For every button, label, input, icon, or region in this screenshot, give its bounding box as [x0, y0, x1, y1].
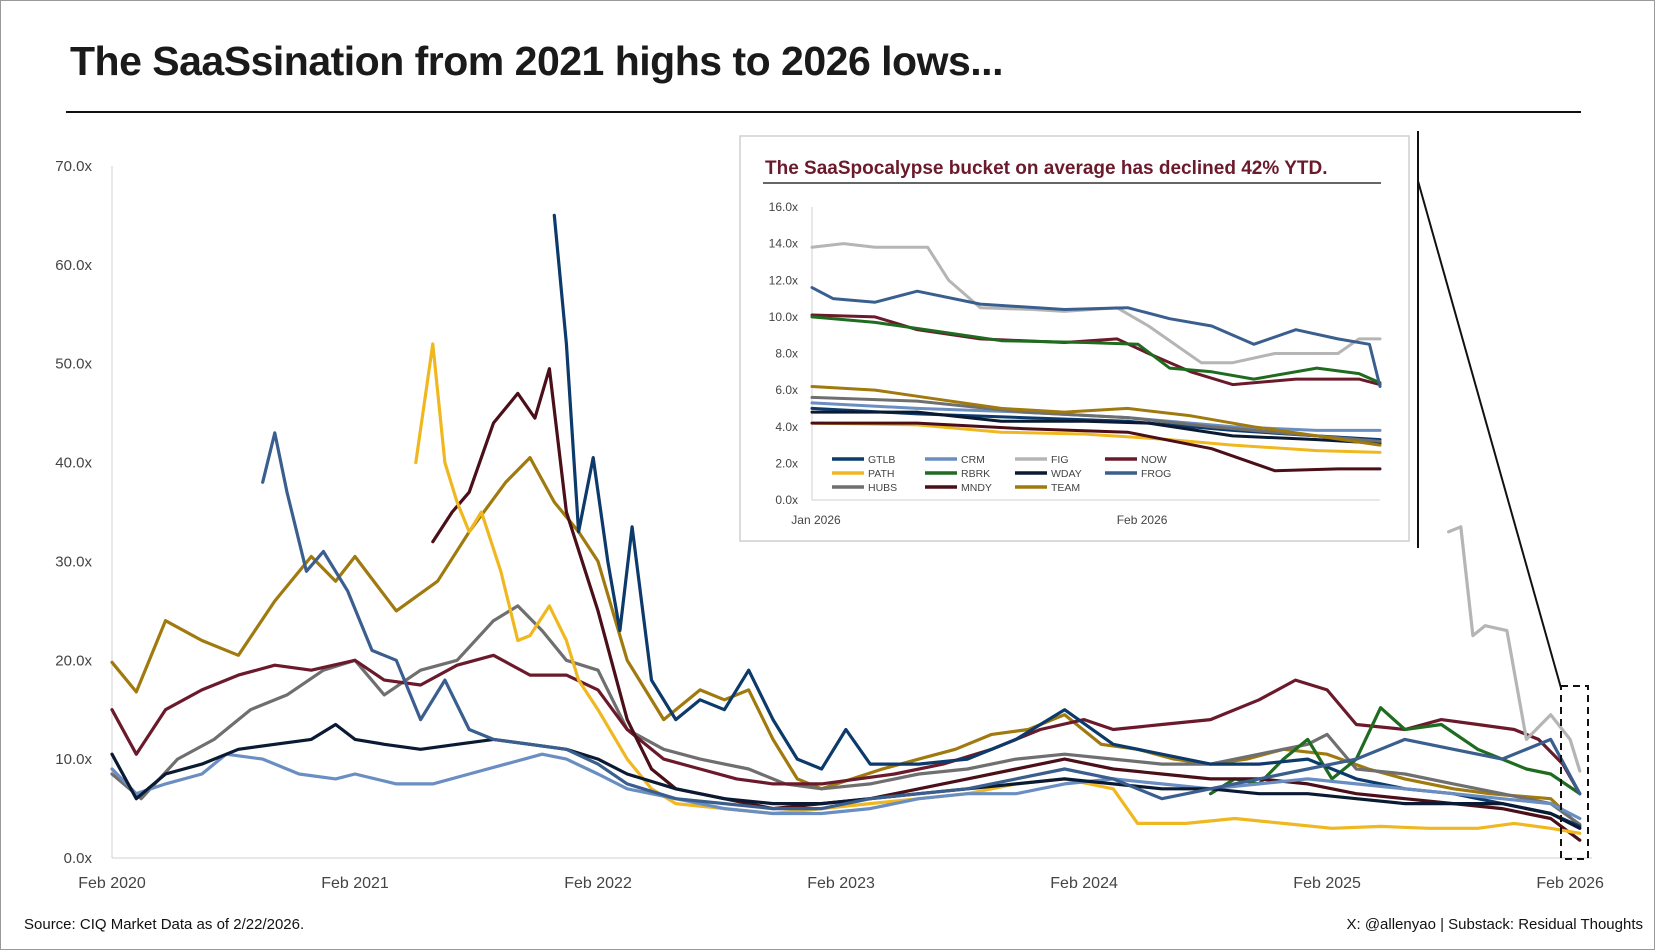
- series-line-fig: [1447, 525, 1582, 773]
- x-tick-label: Feb 2023: [807, 875, 875, 892]
- legend-label-fig: FIG: [1051, 454, 1069, 466]
- main-chart-series: [110, 213, 1582, 842]
- zoom-box: [1560, 685, 1589, 860]
- series-line-gtlb: [552, 213, 1582, 828]
- title-divider: [66, 111, 1581, 113]
- legend-label-mndy: MNDY: [961, 482, 992, 494]
- x-tick-label: Feb 2022: [564, 875, 632, 892]
- x-tick-label: Feb 2020: [78, 875, 146, 892]
- zoom-callout: [1417, 131, 1589, 860]
- legend-label-wday: WDAY: [1051, 468, 1082, 480]
- inset-panel: [739, 135, 1410, 542]
- inset-y-tick-label: 2.0x: [775, 456, 798, 470]
- y-tick-label: 0.0x: [64, 850, 93, 867]
- y-tick-label: 30.0x: [55, 553, 92, 570]
- series-line-hubs: [110, 604, 1582, 826]
- inset-y-tick-label: 6.0x: [775, 383, 798, 397]
- legend-label-hubs: HUBS: [868, 482, 897, 494]
- inset-y-tick-label: 8.0x: [775, 347, 798, 361]
- inset-title: The SaaSpocalypse bucket on average has …: [765, 158, 1328, 179]
- source-note: Source: CIQ Market Data as of 2/22/2026.: [24, 916, 305, 933]
- inset-x-tick-label: Jan 2026: [791, 513, 841, 527]
- inset-y-tick-label: 0.0x: [775, 493, 798, 507]
- legend-label-frog: FROG: [1141, 468, 1171, 480]
- inset-series-line-team: [810, 385, 1382, 447]
- legend-label-path: PATH: [868, 468, 894, 480]
- y-tick-label: 50.0x: [55, 356, 92, 373]
- y-tick-label: 70.0x: [55, 158, 92, 175]
- inset-series-line-rbrk: [810, 315, 1382, 385]
- y-tick-label: 10.0x: [55, 751, 92, 768]
- legend-label-team: TEAM: [1051, 482, 1080, 494]
- x-tick-label: Feb 2021: [321, 875, 389, 892]
- series-line-path: [414, 342, 1582, 835]
- series-line-now: [110, 653, 1582, 796]
- series-line-wday: [110, 722, 1582, 830]
- inset-y-tick-label: 16.0x: [769, 200, 798, 214]
- x-tick-label: Feb 2025: [1293, 875, 1361, 892]
- y-tick-label: 60.0x: [55, 257, 92, 274]
- page-title: The SaaSsination from 2021 highs to 2026…: [70, 38, 1003, 84]
- legend-label-rbrk: RBRK: [961, 468, 990, 480]
- main-chart-axes: 0.0x 10.0x 20.0x 30.0x 40.0x 50.0x 60.0x 70.0x F…: [55, 158, 1604, 892]
- author-credit: X: @allenyao | Substack: Residual Though…: [1346, 916, 1643, 933]
- inset-x-tick-label: Feb 2026: [1117, 513, 1168, 527]
- legend-label-now: NOW: [1141, 454, 1167, 466]
- inset-y-tick-label: 4.0x: [775, 420, 798, 434]
- x-tick-label: Feb 2026: [1536, 875, 1604, 892]
- inset-series-line-frog: [810, 286, 1382, 388]
- inset-series-line-path: [810, 421, 1382, 454]
- inset-chart: The SaaSpocalypse bucket on average has …: [739, 135, 1410, 542]
- inset-y-tick-label: 10.0x: [769, 310, 798, 324]
- series-line-team: [110, 456, 1582, 828]
- legend-label-crm: CRM: [961, 454, 985, 466]
- callout-connector: [1417, 180, 1562, 689]
- inset-series-line-wday: [810, 410, 1382, 445]
- legend-label-gtlb: GTLB: [868, 454, 895, 466]
- inset-series-line-mndy: [810, 421, 1382, 473]
- inset-y-tick-label: 14.0x: [769, 237, 798, 251]
- y-tick-label: 20.0x: [55, 652, 92, 669]
- series-line-frog: [261, 431, 1582, 811]
- x-tick-label: Feb 2024: [1050, 875, 1118, 892]
- inset-y-tick-label: 12.0x: [769, 273, 798, 287]
- series-line-crm: [110, 752, 1582, 821]
- y-tick-label: 40.0x: [55, 455, 92, 472]
